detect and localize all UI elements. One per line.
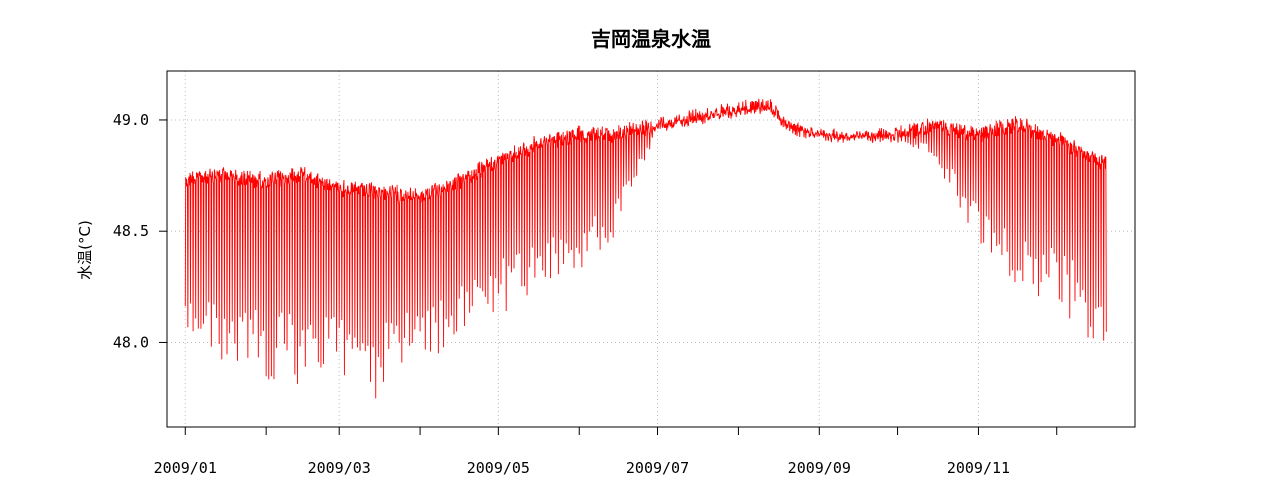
- y-axis: 48.0 48.5 49.0: [113, 111, 167, 351]
- x-tick-label: 2009/09: [788, 459, 851, 477]
- plot-frame: [166, 70, 1136, 428]
- chart-title: 吉岡温泉水温: [591, 27, 711, 51]
- x-tick-label: 2009/05: [467, 459, 530, 477]
- x-tick-label: 2009/07: [626, 459, 689, 477]
- y-tick-label: 49.0: [113, 111, 149, 129]
- series-line: [184, 98, 1107, 399]
- grid-lines: [167, 71, 1135, 427]
- y-axis-label: 水温(°C): [76, 220, 94, 280]
- y-tick-label: 48.5: [113, 222, 149, 240]
- data-series: [184, 98, 1107, 399]
- x-axis: 2009/01 2009/03 2009/05 2009/07 2009/09 2009/…: [154, 427, 1058, 477]
- x-tick-label: 2009/01: [154, 459, 217, 477]
- y-tick-label: 48.0: [113, 333, 149, 351]
- x-tick-label: 2009/11: [947, 459, 1010, 477]
- x-tick-label: 2009/03: [308, 459, 371, 477]
